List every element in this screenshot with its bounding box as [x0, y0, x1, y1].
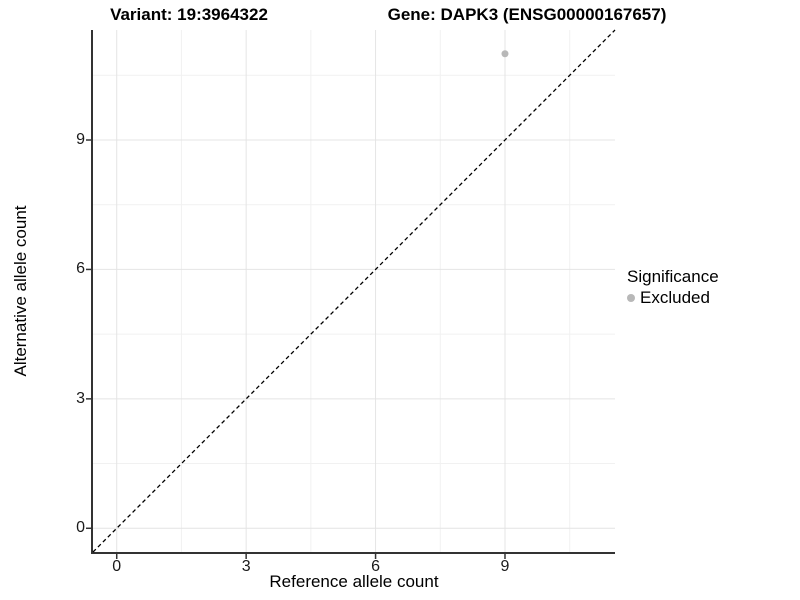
y-axis-tick-labels: 0 3 6 9 [40, 30, 85, 552]
y-axis-title: Alternative allele count [11, 205, 30, 377]
legend-item-label: Excluded [640, 288, 710, 307]
variant-title: Variant: 19:3964322 [110, 5, 268, 24]
legend-title: Significance [627, 267, 719, 286]
x-tick-label: 6 [371, 558, 381, 575]
legend: Significance Excluded [627, 267, 719, 308]
x-axis-tick-labels: 0 3 6 9 [93, 558, 615, 576]
identity-dashed-line [92, 29, 616, 553]
x-axis-title: Reference allele count [269, 572, 439, 591]
excluded-point-icon [627, 294, 635, 302]
data-point [501, 50, 509, 58]
legend-item-excluded: Excluded [627, 288, 719, 308]
y-tick-label: 0 [76, 519, 85, 537]
x-tick-label: 0 [112, 558, 122, 575]
gene-title: Gene: DAPK3 (ENSG00000167657) [387, 5, 667, 24]
y-tick-label: 9 [76, 131, 85, 148]
plot-panel [86, 29, 616, 559]
plot-svg [86, 29, 616, 559]
y-tick-label: 6 [76, 260, 85, 278]
y-tick-label: 3 [76, 389, 85, 407]
x-tick-label: 9 [500, 558, 510, 575]
x-tick-label: 3 [241, 558, 251, 575]
